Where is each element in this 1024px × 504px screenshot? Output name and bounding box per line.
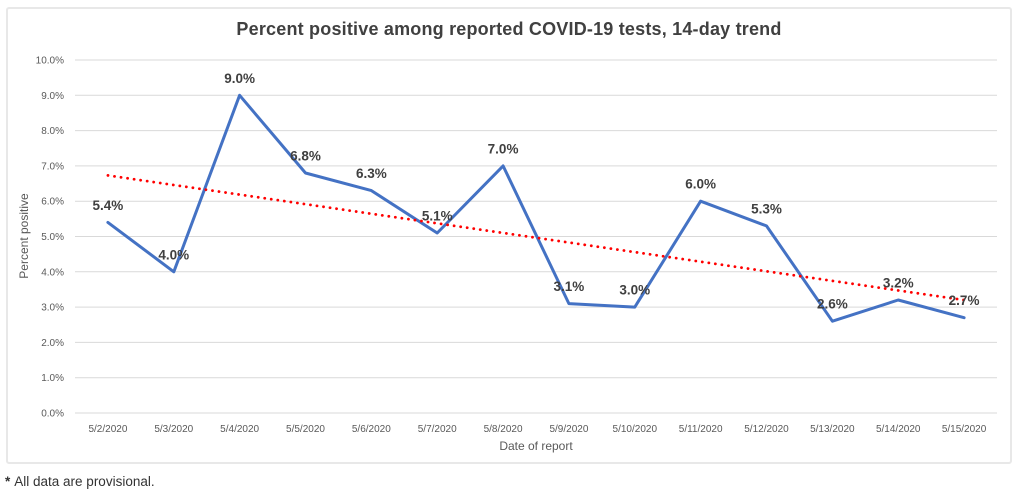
data-label: 4.0% — [158, 247, 189, 262]
data-label: 9.0% — [224, 71, 255, 86]
data-label: 5.4% — [93, 198, 124, 213]
data-label: 3.2% — [883, 276, 914, 291]
y-axis-title: Percent positive — [17, 193, 31, 279]
x-tick-label: 5/6/2020 — [352, 424, 391, 435]
trendline — [106, 174, 966, 302]
y-tick-label: 2.0% — [41, 338, 64, 349]
data-label: 5.1% — [422, 208, 453, 223]
data-label: 7.0% — [488, 141, 519, 156]
chart-container — [6, 7, 1012, 464]
y-tick-label: 0.0% — [41, 409, 64, 420]
x-tick-label: 5/13/2020 — [810, 424, 855, 435]
y-tick-label: 3.0% — [41, 303, 64, 314]
y-tick-label: 10.0% — [36, 56, 64, 67]
data-label: 3.0% — [619, 283, 650, 298]
x-tick-label: 5/4/2020 — [220, 424, 259, 435]
y-tick-label: 8.0% — [41, 126, 64, 137]
x-tick-label: 5/7/2020 — [418, 424, 457, 435]
y-tick-label: 1.0% — [41, 373, 64, 384]
data-series-line — [106, 93, 966, 323]
data-label: 3.1% — [554, 279, 585, 294]
x-tick-label: 5/8/2020 — [484, 424, 523, 435]
x-tick-label: 5/11/2020 — [679, 424, 723, 435]
footnote-text: All data are provisional. — [14, 474, 155, 489]
footnote: * All data are provisional. — [5, 474, 155, 489]
data-label: 5.3% — [751, 201, 782, 216]
x-tick-label: 5/9/2020 — [549, 424, 588, 435]
data-label: 6.0% — [685, 177, 716, 192]
x-tick-label: 5/5/2020 — [286, 424, 325, 435]
data-label: 2.6% — [817, 297, 848, 312]
y-tick-label: 5.0% — [41, 232, 64, 243]
data-label: 6.3% — [356, 166, 387, 181]
x-axis-title: Date of report — [499, 439, 573, 453]
y-tick-label: 4.0% — [41, 267, 64, 278]
y-tick-label: 9.0% — [41, 91, 64, 102]
x-tick-label: 5/15/2020 — [942, 424, 987, 435]
x-tick-label: 5/12/2020 — [744, 424, 789, 435]
footnote-marker: * — [5, 474, 11, 489]
x-tick-label: 5/10/2020 — [613, 424, 658, 435]
y-tick-label: 7.0% — [41, 161, 64, 172]
x-tick-label: 5/14/2020 — [876, 424, 921, 435]
data-label: 2.7% — [949, 293, 980, 308]
y-tick-label: 6.0% — [41, 197, 64, 208]
data-label: 6.8% — [290, 148, 321, 163]
chart-title: Percent positive among reported COVID-19… — [236, 19, 782, 39]
x-tick-label: 5/3/2020 — [154, 424, 193, 435]
x-tick-label: 5/2/2020 — [88, 424, 127, 435]
